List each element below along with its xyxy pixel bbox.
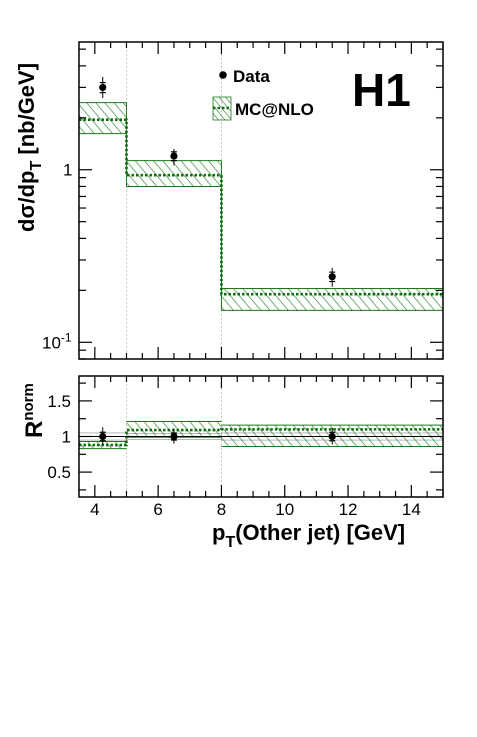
x-tick-label: 8 [217, 500, 226, 519]
ratio-data-point [170, 432, 178, 441]
x-tick-label: 10 [275, 500, 294, 519]
ratio-y-tick-label: 1.5 [47, 392, 71, 411]
legend-data-label: Data [233, 67, 270, 86]
ratio-y-tick-label: 1 [62, 428, 71, 447]
x-axis-title: pT(Other jet) [GeV] [212, 520, 405, 551]
legend-mcnlo-label: MC@NLO [235, 100, 314, 119]
data-point [328, 273, 336, 281]
top-y-tick-labels: 10-1 1 [42, 161, 72, 353]
top-y-axis-title: dσ/dpT [nb/GeV] [14, 63, 45, 232]
legend: Data MC@NLO [212, 67, 314, 121]
ratio-panel: 0.5 1 1.5 4 6 8 10 12 14 Rnorm pT(Other jet) [G… [20, 375, 444, 551]
ratio-data-points [99, 427, 336, 446]
y-tick-label: 1 [63, 161, 72, 180]
ratio-y-tick-labels: 0.5 1 1.5 [47, 392, 71, 482]
top-plot-frame [78, 41, 444, 360]
mcnlo-band [79, 102, 443, 311]
legend-data-marker [219, 71, 227, 79]
top-axis-ticks [79, 42, 444, 360]
data-points [99, 76, 336, 287]
mcnlo-central [79, 118, 443, 296]
ratio-data-point [99, 432, 107, 441]
x-tick-label: 14 [402, 500, 421, 519]
mcnlo-central-line [79, 118, 443, 296]
ratio-y-axis-title: Rnorm [20, 383, 48, 438]
bin-boundary-lines [126, 42, 222, 359]
ratio-mcnlo-band [79, 421, 443, 450]
mcnlo-band-bin [221, 288, 443, 311]
data-point [99, 83, 107, 92]
ratio-y-tick-label: 0.5 [47, 463, 71, 482]
x-tick-label: 6 [153, 500, 162, 519]
x-tick-label: 12 [339, 500, 358, 519]
data-point [170, 152, 178, 160]
h1-logo: H1 [352, 64, 411, 116]
top-panel: 10-1 1 H1 Data MC@NLO dσ/dpT [nb/GeV] [14, 41, 444, 360]
x-tick-label: 4 [90, 500, 99, 519]
ratio-data-point [328, 432, 336, 441]
ratio-axis-ticks [79, 376, 444, 497]
mcnlo-band-bin [79, 102, 127, 134]
x-tick-labels: 4 6 8 10 12 14 [90, 500, 421, 519]
y-tick-label: 10-1 [42, 330, 72, 352]
